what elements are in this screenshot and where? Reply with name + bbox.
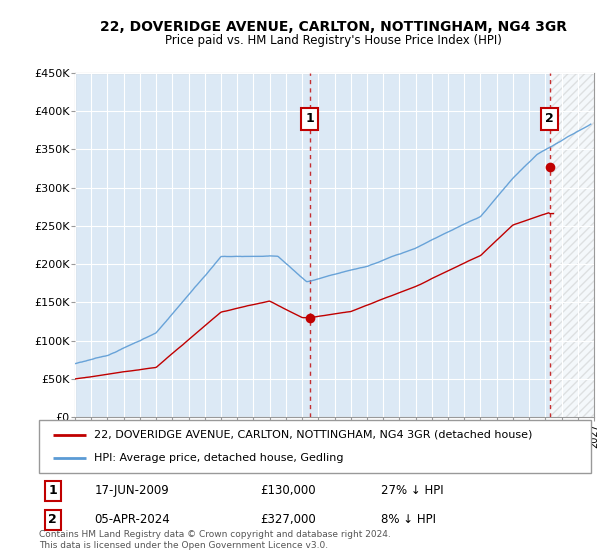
Text: HPI: Average price, detached house, Gedling: HPI: Average price, detached house, Gedl… (94, 453, 344, 463)
Text: 22, DOVERIDGE AVENUE, CARLTON, NOTTINGHAM, NG4 3GR: 22, DOVERIDGE AVENUE, CARLTON, NOTTINGHA… (100, 20, 566, 34)
Polygon shape (550, 73, 594, 417)
Text: 2: 2 (49, 513, 57, 526)
Text: Price paid vs. HM Land Registry's House Price Index (HPI): Price paid vs. HM Land Registry's House … (164, 34, 502, 46)
Text: 22, DOVERIDGE AVENUE, CARLTON, NOTTINGHAM, NG4 3GR (detached house): 22, DOVERIDGE AVENUE, CARLTON, NOTTINGHA… (94, 430, 533, 440)
Text: 8% ↓ HPI: 8% ↓ HPI (381, 513, 436, 526)
Text: Contains HM Land Registry data © Crown copyright and database right 2024.
This d: Contains HM Land Registry data © Crown c… (39, 530, 391, 550)
Text: 2: 2 (545, 112, 554, 125)
Text: 05-APR-2024: 05-APR-2024 (94, 513, 170, 526)
Text: £327,000: £327,000 (260, 513, 316, 526)
Text: £130,000: £130,000 (260, 484, 316, 497)
Text: 1: 1 (305, 112, 314, 125)
Text: 27% ↓ HPI: 27% ↓ HPI (381, 484, 444, 497)
Text: 1: 1 (49, 484, 57, 497)
Text: 17-JUN-2009: 17-JUN-2009 (94, 484, 169, 497)
FancyBboxPatch shape (39, 420, 591, 473)
